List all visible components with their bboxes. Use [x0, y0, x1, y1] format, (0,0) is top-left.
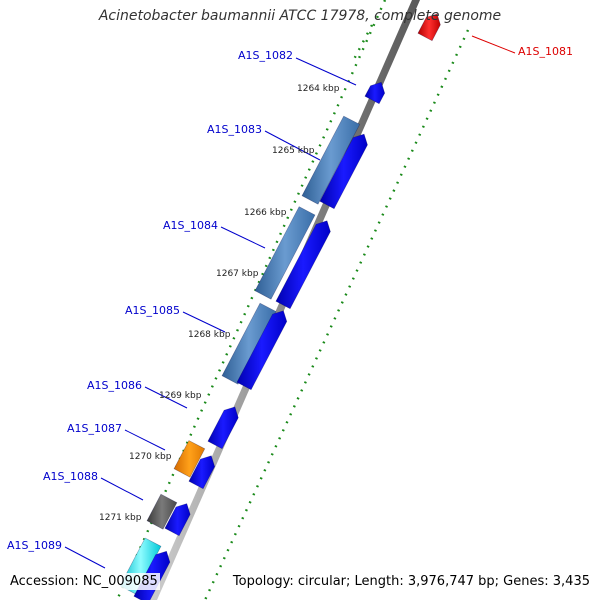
tick-label-1: 1264 kbp	[297, 84, 340, 94]
leader-line-A1S_1082	[295, 57, 357, 86]
leader-line-A1S_1083	[264, 130, 321, 161]
inner-tick-ring-top	[350, 24, 374, 64]
leader-line-A1S_1084	[220, 226, 266, 249]
map-title: Acinetobacter baumannii ATCC 17978, comp…	[98, 8, 502, 24]
label-layer: A1S_1081 A1S_1082 A1S_1083 A1S_1084 A1S_1085…	[7, 35, 573, 569]
tick-layer	[115, 0, 470, 601]
gene-label-A1S_1081: A1S_1081	[518, 45, 573, 58]
gene-A1S_1085-arrow	[236, 310, 288, 391]
gene-A1S_1083-box	[301, 115, 361, 205]
tick-label-8: 1271 kbp	[99, 513, 142, 523]
accession-text: Accession: NC_009085	[8, 573, 160, 590]
gene-label-A1S_1082: A1S_1082	[238, 49, 293, 62]
leader-line-A1S_1088	[100, 477, 144, 501]
leader-line-A1S_1081	[471, 35, 516, 54]
gene-label-A1S_1088: A1S_1088	[43, 470, 98, 483]
leader-line-A1S_1085	[182, 311, 226, 333]
leader-line-A1S_1089	[64, 546, 106, 569]
gene-A1S_1084-box	[254, 206, 316, 300]
gene-A1S_1081-arrow	[417, 13, 441, 42]
gene-A1S_1088-arrow	[164, 503, 191, 537]
gene-A1S_1088-box	[146, 493, 178, 530]
gene-label-A1S_1084: A1S_1084	[163, 219, 218, 232]
gene-layer	[119, 13, 441, 604]
gene-label-A1S_1086: A1S_1086	[87, 379, 142, 392]
gene-label-A1S_1087: A1S_1087	[67, 422, 122, 435]
tick-label-3: 1266 kbp	[244, 208, 287, 218]
gene-label-A1S_1085: A1S_1085	[125, 304, 180, 317]
tick-label-7: 1270 kbp	[129, 452, 172, 462]
tick-label-4: 1267 kbp	[216, 269, 259, 279]
gene-A1S_1084-arrow	[275, 220, 331, 310]
tick-label-5: 1268 kbp	[188, 330, 231, 340]
genome-summary-text: Topology: circular; Length: 3,976,747 bp…	[230, 573, 592, 590]
gene-A1S_1085-box	[221, 302, 277, 385]
gene-A1S_1086-arrow	[207, 406, 239, 450]
leader-line-A1S_1087	[124, 429, 166, 451]
gene-A1S_1082-arrow	[364, 81, 386, 105]
gene-A1S_1083-arrow	[319, 133, 368, 210]
tick-label-2: 1265 kbp	[272, 146, 315, 156]
gene-label-A1S_1083: A1S_1083	[207, 123, 262, 136]
gene-A1S_1087-box	[173, 440, 206, 478]
tick-label-6: 1269 kbp	[159, 391, 202, 401]
gene-label-A1S_1089: A1S_1089	[7, 539, 62, 552]
leader-line-A1S_1086	[144, 386, 188, 409]
gene-A1S_1087-arrow	[188, 455, 216, 490]
